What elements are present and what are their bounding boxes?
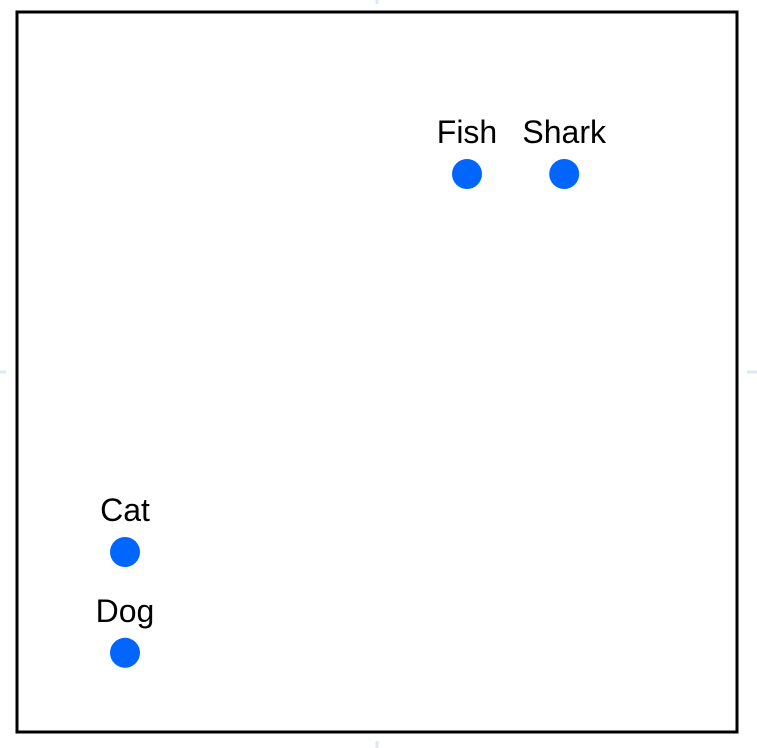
- point-marker: [452, 159, 482, 189]
- point-label: Cat: [100, 492, 150, 528]
- point-label: Fish: [437, 114, 497, 150]
- point-marker: [110, 537, 140, 567]
- point-label: Dog: [96, 593, 155, 629]
- point-shark: Shark: [522, 114, 607, 189]
- point-dog: Dog: [96, 593, 155, 668]
- point-label: Shark: [522, 114, 607, 150]
- point-fish: Fish: [437, 114, 497, 189]
- plot-frame: [15, 10, 739, 734]
- point-marker: [110, 637, 140, 668]
- points-layer: Fish Shark Cat Dog: [96, 114, 607, 668]
- point-cat: Cat: [100, 492, 150, 567]
- point-marker: [549, 159, 580, 189]
